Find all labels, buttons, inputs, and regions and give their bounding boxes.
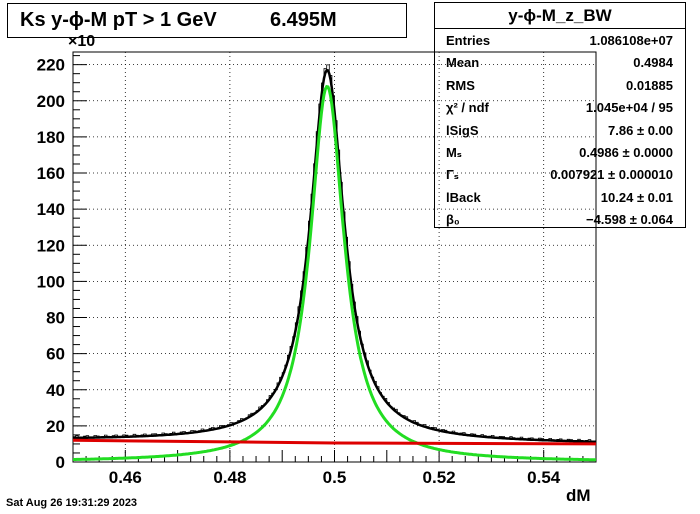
background-curve: [72, 438, 597, 446]
statistics-value: 0.01885: [626, 77, 673, 93]
x-tick-label: 0.54: [527, 468, 561, 487]
y-tick-label: 20: [46, 417, 65, 436]
y-tick-label: 100: [37, 272, 65, 291]
statistics-key: β₀: [446, 212, 460, 228]
statistics-key: lSigS: [446, 122, 479, 138]
statistics-row: β₀ −4.598 ± 0.064: [435, 208, 685, 230]
statistics-row: lBack 10.24 ± 0.01: [435, 186, 685, 208]
statistics-row: Mₛ 0.4986 ± 0.0000: [435, 141, 685, 163]
statistics-value: 10.24 ± 0.01: [600, 189, 673, 205]
statistics-value: 7.86 ± 0.00: [608, 122, 673, 138]
statistics-value: 0.007921 ± 0.000010: [550, 167, 673, 183]
statistics-title: y-ϕ-M_z_BW: [435, 3, 685, 29]
y-tick-label: 60: [46, 345, 65, 364]
y-tick-label: 220: [37, 56, 65, 75]
y-tick-label: 0: [56, 453, 65, 472]
statistics-key: χ² / ndf: [446, 100, 489, 116]
statistics-row: Entries 1.086108e+07: [435, 29, 685, 51]
x-tick-label: 0.48: [213, 468, 246, 487]
x-tick-label: 0.52: [423, 468, 456, 487]
timestamp-footer: Sat Aug 26 19:31:29 2023: [6, 497, 138, 509]
plot-title-count: 6.495M: [270, 9, 337, 31]
y-tick-label: 200: [37, 92, 65, 111]
x-tick-label: 0.5: [323, 468, 347, 487]
y-tick-label: 120: [37, 236, 65, 255]
plot-title: Ks y-ϕ-M pT > 1 GeV: [20, 9, 217, 31]
statistics-row: Γₛ 0.007921 ± 0.000010: [435, 163, 685, 185]
y-tick-label: 80: [46, 309, 65, 328]
statistics-value: −4.598 ± 0.064: [585, 212, 673, 228]
x-tick-label: 0.46: [109, 468, 142, 487]
statistics-row: lSigS 7.86 ± 0.00: [435, 119, 685, 141]
statistics-row: χ² / ndf 1.045e+04 / 95: [435, 96, 685, 118]
y-tick-label: 160: [37, 164, 65, 183]
statistics-value: 0.4986 ± 0.0000: [579, 144, 673, 160]
statistics-key: lBack: [446, 189, 481, 205]
statistics-rows: Entries 1.086108e+07 Mean 0.4984 RMS 0.01885 χ…: [435, 29, 685, 231]
signal-curve: [73, 84, 596, 462]
statistics-row: Mean 0.4984: [435, 51, 685, 73]
statistics-key: Γₛ: [446, 167, 459, 183]
total-fit-curve: [73, 68, 596, 443]
x-axis-label: dM: [566, 486, 591, 505]
statistics-row: RMS 0.01885: [435, 74, 685, 96]
statistics-key: Entries: [446, 33, 491, 48]
statistics-key: Mₛ: [446, 144, 462, 160]
y-tick-label: 140: [37, 200, 65, 219]
statistics-value: 1.086108e+07: [589, 33, 673, 48]
y-axis-exponent: ×10: [68, 33, 96, 50]
y-tick-label: 40: [46, 381, 65, 400]
statistics-value: 1.045e+04 / 95: [585, 100, 673, 116]
statistics-value: 0.4984: [633, 55, 673, 71]
plot-title-box: Ks y-ϕ-M pT > 1 GeV 6.495M: [7, 3, 407, 38]
statistics-key: RMS: [446, 77, 475, 93]
statistics-key: Mean: [446, 55, 480, 71]
y-tick-label: 180: [37, 128, 65, 147]
statistics-box: y-ϕ-M_z_BW Entries 1.086108e+07 Mean 0.4984…: [434, 2, 686, 228]
